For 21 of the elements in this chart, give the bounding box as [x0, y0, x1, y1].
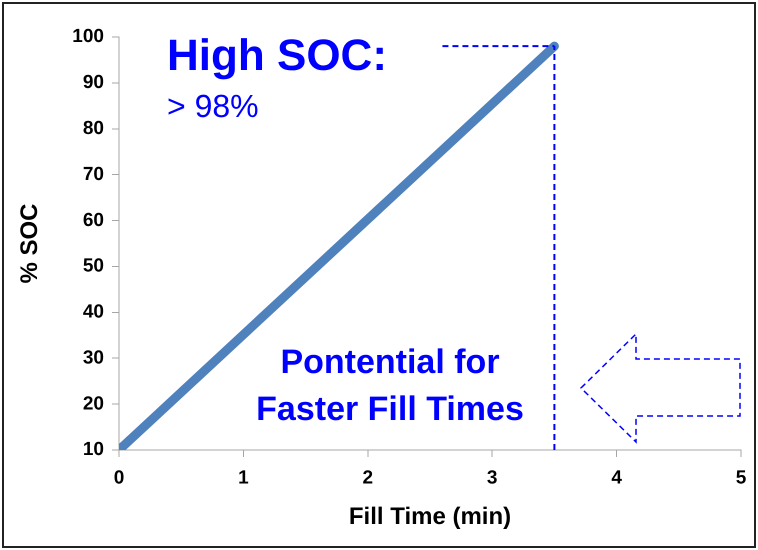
y-tick-label: 90	[82, 72, 104, 94]
annotation: High SOC:	[167, 31, 387, 80]
y-tick-label: 50	[82, 256, 104, 277]
x-axis-title: Fill Time (min)	[348, 503, 512, 530]
x-tick-label: 5	[736, 468, 747, 489]
y-tick-label: 10	[82, 439, 104, 460]
y-tick-label: 40	[82, 302, 104, 323]
x-tick-label: 2	[362, 468, 374, 489]
annotation: > 98%	[167, 88, 259, 124]
y-tick-label: 60	[82, 210, 104, 231]
x-tick-label: 3	[486, 468, 498, 489]
y-tick-label: 30	[82, 347, 104, 368]
x-tick-label: 4	[611, 468, 622, 489]
annotation: Pontential for Faster Fill Times	[256, 343, 524, 428]
y-tick-label: 100	[72, 26, 104, 48]
y-tick-label: 80	[82, 118, 104, 140]
y-axis-title: % SOC	[16, 203, 44, 284]
x-tick-label: 1	[238, 468, 250, 489]
y-tick-label: 70	[82, 164, 104, 185]
x-tick-label: 0	[114, 468, 124, 489]
y-tick-label: 20	[82, 393, 104, 414]
